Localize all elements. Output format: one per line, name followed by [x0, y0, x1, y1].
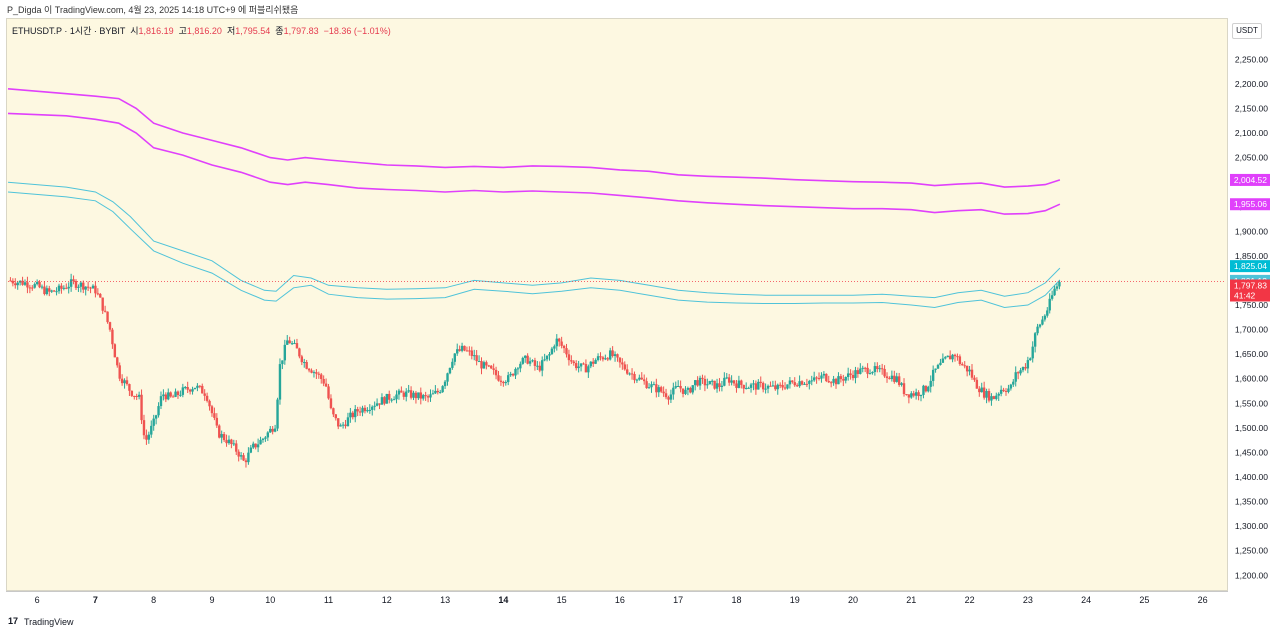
legend-close: 1,797.83 [283, 26, 319, 36]
legend-open-label: 시 [130, 26, 139, 36]
legend-symbol[interactable]: ETHUSDT.P · 1시간 · BYBIT [12, 26, 126, 36]
legend-high-label: 고 [178, 26, 187, 36]
footer-brand[interactable]: TradingView [24, 617, 74, 627]
legend-open: 1,816.19 [138, 26, 174, 36]
time-axis[interactable] [6, 591, 1228, 610]
symbol-legend: ETHUSDT.P · 1시간 · BYBIT 시1,816.19 고1,816… [12, 24, 391, 37]
legend-close-label: 종 [275, 26, 284, 36]
publish-header: P_Digda 이 TradingView.com, 4월 23, 2025 1… [0, 0, 1280, 18]
legend-change: −18.36 (−1.01%) [323, 26, 391, 36]
currency-button[interactable]: USDT [1232, 23, 1262, 39]
chart-pane[interactable] [6, 18, 1228, 591]
price-axis[interactable] [1228, 18, 1280, 591]
tradingview-logo-icon[interactable]: 17 [8, 616, 19, 626]
footer: 17 TradingView [0, 609, 1280, 634]
legend-high: 1,816.20 [186, 26, 222, 36]
legend-low: 1,795.54 [235, 26, 271, 36]
legend-low-label: 저 [226, 26, 236, 36]
publish-line: P_Digda 이 TradingView.com, 4월 23, 2025 1… [7, 5, 299, 15]
